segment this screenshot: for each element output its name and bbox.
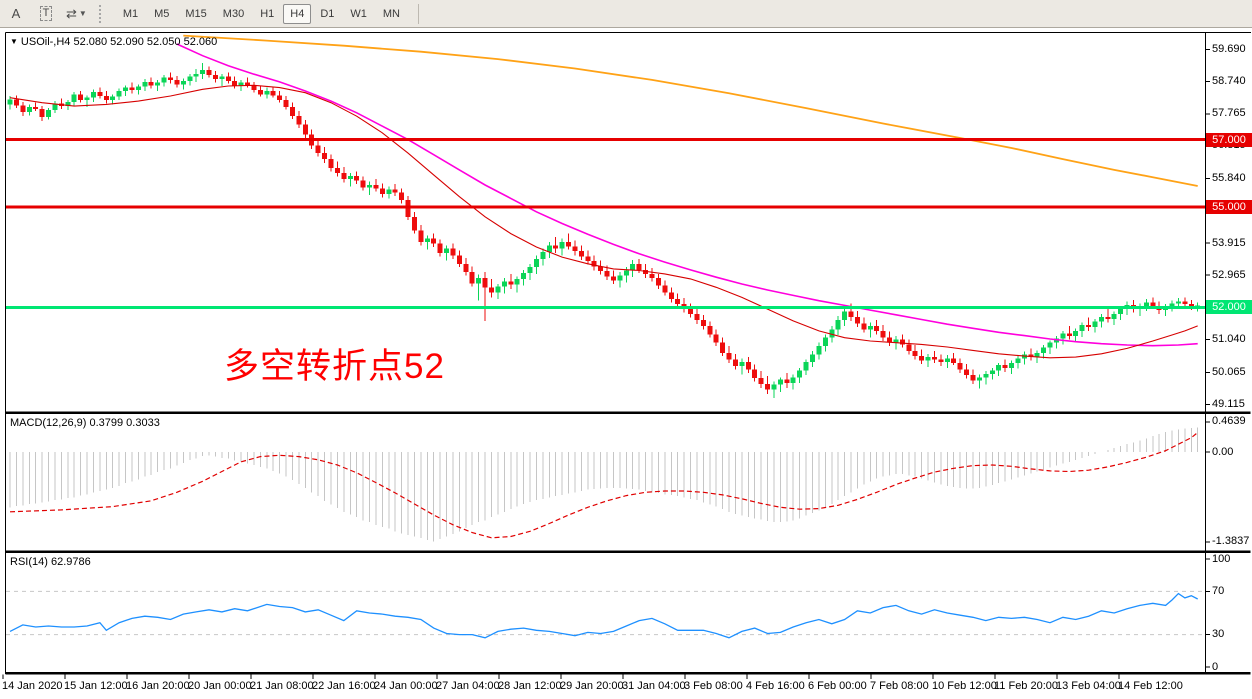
timeframe-button-mn[interactable]: MN (382, 7, 400, 20)
time-axis-label: 14 Feb 12:00 (1118, 680, 1183, 692)
rsi-indicator-label: RSI(14) 62.9786 (10, 556, 91, 568)
time-axis-label: 20 Jan 00:00 (188, 680, 252, 692)
rsi-axis-label: 70 (1212, 584, 1225, 597)
panel-separator (5, 672, 1251, 675)
toolbar-grip-handle[interactable] (98, 4, 107, 23)
timeframe-button-m5[interactable]: M5 (154, 7, 170, 20)
panel-separator (5, 411, 1251, 414)
time-axis-label: 13 Feb 04:00 (1056, 680, 1121, 692)
chart-annotation-text: 多空转折点52 (224, 347, 445, 386)
time-axis-label: 27 Jan 04:00 (436, 680, 500, 692)
macd-panel[interactable] (9, 427, 1199, 542)
time-axis-label: 4 Feb 16:00 (746, 680, 805, 692)
timeframe-button-m30[interactable]: M30 (222, 7, 245, 20)
text-box-tool-icon[interactable]: T (36, 4, 56, 24)
time-axis-label: 29 Jan 20:00 (560, 680, 624, 692)
chart-title-text: USOil-,H4 52.080 52.090 52.050 52.060 (20, 36, 218, 48)
price-axis-label: 59.690 (1212, 42, 1246, 55)
time-axis-label: 7 Feb 08:00 (870, 680, 929, 692)
time-axis-label: 28 Jan 12:00 (498, 680, 562, 692)
price-axis-label: 55.840 (1212, 172, 1246, 185)
time-axis-label: 31 Jan 04:00 (622, 680, 686, 692)
time-axis-label: 15 Jan 12:00 (64, 680, 128, 692)
price-axis-label: 51.040 (1212, 333, 1246, 346)
timeframe-button-d1[interactable]: D1 (320, 7, 335, 20)
price-axis-label: 52.965 (1212, 268, 1246, 281)
timeframe-button-h4[interactable]: H4 (283, 3, 312, 24)
price-level-badge: 52.000 (1206, 300, 1252, 315)
price-axis-label: 50.065 (1212, 365, 1246, 378)
rsi-line (9, 592, 1198, 639)
dropdown-caret-icon[interactable]: ▼ (78, 9, 87, 18)
timeframe-button-w1[interactable]: W1 (350, 7, 367, 20)
time-axis-label: 16 Jan 20:00 (126, 680, 190, 692)
time-axis-label: 6 Feb 00:00 (808, 680, 867, 692)
rsi-axis-label: 30 (1212, 628, 1225, 641)
timeframe-button-m1[interactable]: M1 (122, 7, 139, 20)
price-axis-label: 53.915 (1212, 236, 1246, 249)
rsi-axis-label: 100 (1212, 552, 1231, 565)
drawing-objects-tool-icon[interactable]: ⇄ ▼ (66, 5, 87, 21)
time-axis-label: 21 Jan 08:00 (250, 680, 314, 692)
ma-fast-line (9, 84, 1198, 359)
price-axis-label: 49.115 (1212, 397, 1245, 410)
font-label-tool-icon[interactable]: A (11, 6, 21, 21)
main-price-panel[interactable] (6, 34, 1205, 399)
time-axis-label: 24 Jan 00:00 (374, 680, 438, 692)
price-axis-label: 57.765 (1212, 107, 1246, 120)
toolbar: A T ⇄ ▼ M1 M5 M15 M30 H1 H4 D1 W1 MN (0, 0, 1252, 28)
price-level-badge: 55.000 (1206, 199, 1252, 214)
toolbar-tools: A T ⇄ ▼ (6, 4, 97, 24)
ma-slow-line (183, 34, 1198, 187)
timeframe-toolbar: M1 M5 M15 M30 H1 H4 D1 W1 MN (115, 3, 419, 24)
chart-collapse-icon[interactable]: ▼ (10, 37, 18, 46)
macd-indicator-label: MACD(12,26,9) 0.3799 0.3033 (10, 417, 160, 429)
panel-separator (5, 550, 1251, 553)
macd-axis-label: 0.00 (1212, 445, 1234, 458)
ma-mid-line (176, 43, 1198, 347)
time-axis-label: 3 Feb 08:00 (684, 680, 743, 692)
rsi-panel[interactable] (6, 590, 1205, 639)
time-axis-label: 22 Jan 16:00 (312, 680, 376, 692)
time-axis-label: 11 Feb 20:00 (994, 680, 1059, 692)
rsi-axis-label: 0 (1212, 660, 1219, 673)
time-axis-label: 14 Jan 2020 (2, 680, 63, 692)
macd-signal-line (9, 432, 1199, 539)
price-axis-label: 58.740 (1212, 74, 1246, 87)
timeframe-button-h1[interactable]: H1 (260, 7, 275, 20)
time-axis-label: 10 Feb 12:00 (932, 680, 997, 692)
chart-title: ▼ USOil-,H4 52.080 52.090 52.050 52.060 (10, 35, 217, 49)
timeframe-button-m15[interactable]: M15 (185, 7, 207, 20)
macd-axis-label: 0.4639 (1212, 415, 1246, 428)
macd-axis-label: -1.3837 (1212, 535, 1250, 548)
price-level-badge: 57.000 (1206, 132, 1252, 147)
